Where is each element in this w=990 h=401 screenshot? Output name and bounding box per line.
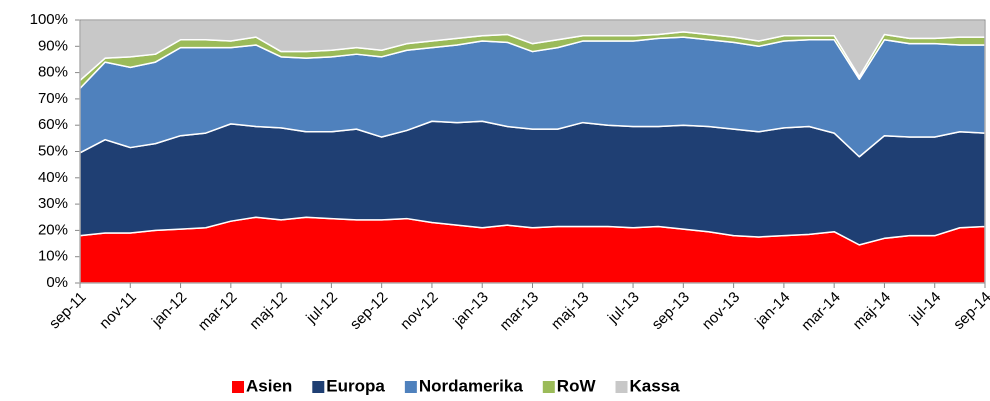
x-tick-label: jan-14: [751, 289, 793, 331]
legend-swatch: [542, 381, 555, 393]
x-tick-label: sep-11: [46, 289, 90, 333]
legend-swatch: [232, 381, 244, 393]
x-tick-label: sep-13: [649, 289, 693, 333]
legend-label: Nordamerika: [419, 376, 523, 395]
y-tick-label: 30%: [38, 195, 68, 212]
legend-label: Kassa: [630, 376, 681, 395]
x-tick-label: maj-13: [548, 289, 592, 333]
legend-label: Asien: [246, 376, 292, 395]
y-tick-label: 10%: [38, 248, 68, 265]
x-tick-label: jul-12: [302, 289, 341, 328]
x-tick-label: maj-12: [246, 289, 290, 333]
y-tick-label: 60%: [38, 116, 68, 133]
y-tick-label: 40%: [38, 169, 68, 186]
legend-label: Europa: [326, 376, 385, 395]
y-tick-label: 80%: [38, 64, 68, 81]
x-tick-label: jan-12: [148, 289, 190, 331]
legend-label: RoW: [557, 376, 597, 395]
legend-swatch: [312, 381, 325, 393]
x-tick-label: mar-14: [798, 289, 844, 335]
y-tick-label: 50%: [38, 142, 68, 159]
y-tick-label: 0%: [46, 274, 68, 291]
y-tick-label: 100%: [30, 11, 68, 28]
x-tick-label: jan-13: [450, 289, 492, 331]
y-tick-label: 90%: [38, 37, 68, 54]
legend-swatch: [615, 381, 628, 393]
x-tick-label: sep-14: [950, 289, 990, 333]
x-tick-label: sep-12: [347, 289, 391, 333]
x-tick-label: nov-13: [699, 289, 743, 333]
legend-swatch: [404, 381, 417, 393]
x-tick-label: nov-11: [96, 289, 140, 333]
x-tick-label: nov-12: [397, 289, 441, 333]
x-tick-label: maj-14: [850, 289, 894, 333]
y-tick-label: 20%: [38, 221, 68, 238]
x-tick-label: jul-13: [604, 289, 643, 328]
x-tick-label: mar-13: [497, 289, 543, 335]
x-tick-label: jul-14: [906, 289, 945, 328]
x-tick-label: mar-12: [195, 289, 241, 335]
y-tick-label: 70%: [38, 90, 68, 107]
